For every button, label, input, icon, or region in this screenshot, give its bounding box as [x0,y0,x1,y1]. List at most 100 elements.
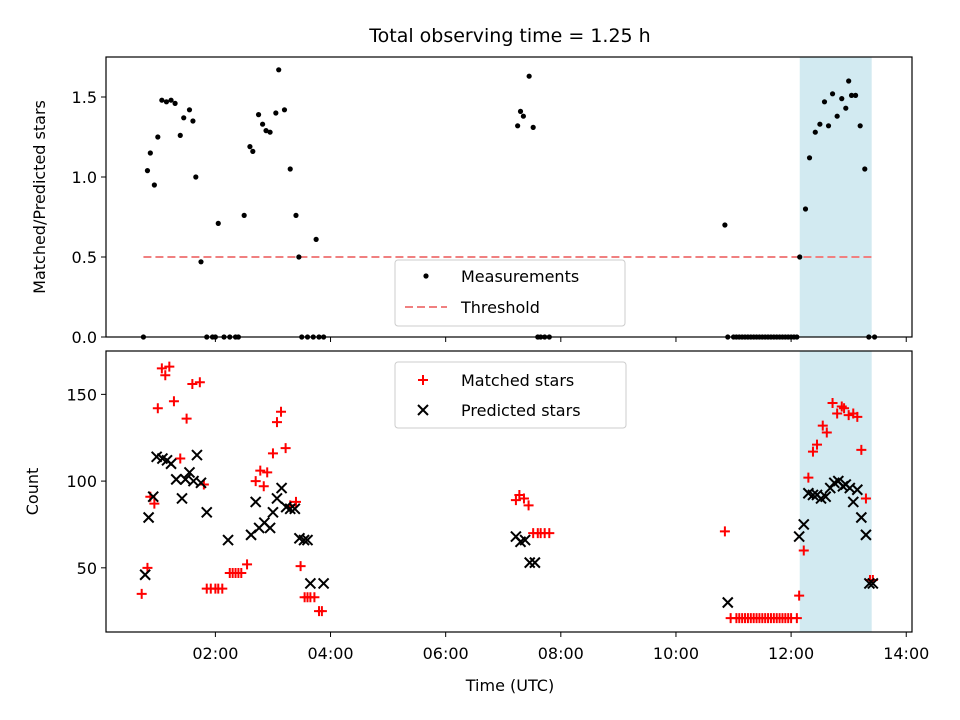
predicted-star-point [524,556,536,569]
x-tick-label: 02:00 [192,644,238,663]
measurement-point [193,174,199,180]
bottom-panel: 50 100 150 02:00 04:00 06:00 08:00 10:00 12:00 14… [23,350,929,663]
matched-star-point [149,498,160,509]
matched-star-point [518,493,529,504]
measurement-point [821,99,828,105]
matched-star-point [791,613,802,624]
predicted-star-point [519,534,531,546]
legend-box [394,361,627,429]
measurement-point [287,166,293,172]
measurement-point [190,118,196,124]
measurement-point [250,148,256,154]
measurement-point [530,124,536,130]
matched-star-point [194,377,205,388]
matched-star-point [316,606,327,617]
matched-star-point [856,444,867,455]
measurement-point [276,67,282,73]
y-axis-label: Count [23,468,42,516]
matched-star-point [290,496,301,507]
matched-star-point [152,403,163,414]
matched-star-point [164,361,175,372]
predicted-star-point [793,530,805,543]
measurement-point [159,97,165,103]
measurement-point [825,123,832,129]
matched-star-point [817,420,828,431]
measurement-point [147,150,153,156]
legend-matched-label: Matched stars [461,371,574,390]
measurement-point [839,96,845,102]
measurement-point [857,123,863,129]
x-tick-label: 06:00 [423,644,469,663]
predicted-star-point [860,529,872,541]
measurement-point [834,113,840,119]
matched-star-point [798,545,809,556]
measurement-point [852,92,859,98]
measurement-point [267,129,273,135]
measurement-point [168,97,174,103]
matched-star-point [544,528,555,539]
measurement-point [241,212,247,218]
matched-star-point [262,467,273,478]
matched-star-point [821,427,832,438]
plot-frame [105,56,913,338]
matched-star-point [168,396,179,407]
predicted-star-point [264,522,276,534]
legend-threshold-label: Threshold [460,298,540,317]
predicted-star-point [176,492,188,505]
matched-star-point [309,592,320,603]
y-tick-label: 1.0 [72,168,97,187]
legend-measurements-label: Measurements [461,267,579,286]
legend-predicted-marker [417,404,429,416]
measurement-point [186,107,193,113]
matched-star-point [181,413,192,424]
matched-star-point [280,443,291,454]
predicted-star-point [317,577,330,590]
x-tick-label: 08:00 [538,644,584,663]
predicted-star-point [191,449,203,461]
matched-star-point [860,493,871,504]
legend-predicted-label: Predicted stars [461,401,581,420]
predicted-star-point [271,492,283,505]
matched-star-point [187,378,198,389]
matched-star-point [276,406,287,417]
predicted-star-point [304,577,317,590]
measurement-point [797,254,803,260]
predicted-star-point [529,556,541,569]
predicted-star-point [298,534,310,546]
predicted-star-point [284,503,296,515]
predicted-star-point [867,577,879,590]
measurement-point [281,107,288,113]
y-tick-label: 0.0 [72,328,97,347]
predicted-star-point [201,506,213,519]
plot-frame [105,350,913,633]
predicted-star-point [851,484,864,496]
measurement-point [806,155,813,161]
predicted-star-point [147,490,159,503]
legend-matched-marker [418,375,428,385]
y-tick-label: 150 [66,385,97,404]
measurement-point [517,108,524,114]
matched-star-point [267,448,278,459]
measurement-point [812,129,818,135]
legend: Measurements Threshold [394,259,626,327]
measurement-point [151,182,157,188]
measurement-point [817,121,823,127]
matched-star-point [175,453,186,464]
legend-box [394,259,626,327]
matched-star-point [160,370,171,381]
predicted-star-point [289,503,301,515]
y-tick-label: 0.5 [72,248,97,267]
predicted-star-point [807,489,819,501]
measurement-point [829,91,836,97]
predicted-star-point [170,473,182,486]
predicted-star-point [165,458,177,470]
x-tick-label: 04:00 [307,644,353,663]
measurement-point [848,92,855,98]
matched-star-point [250,476,261,487]
measurement-point [215,220,221,226]
y-tick-label: 50 [77,559,97,578]
y-tick-label: 1.5 [72,88,97,107]
top-panel: 0.0 0.5 1.0 1.5 Matched/Predicted stars Measu… [30,56,913,347]
matched-star-point [136,588,147,599]
x-tick-label: 12:00 [768,644,814,663]
